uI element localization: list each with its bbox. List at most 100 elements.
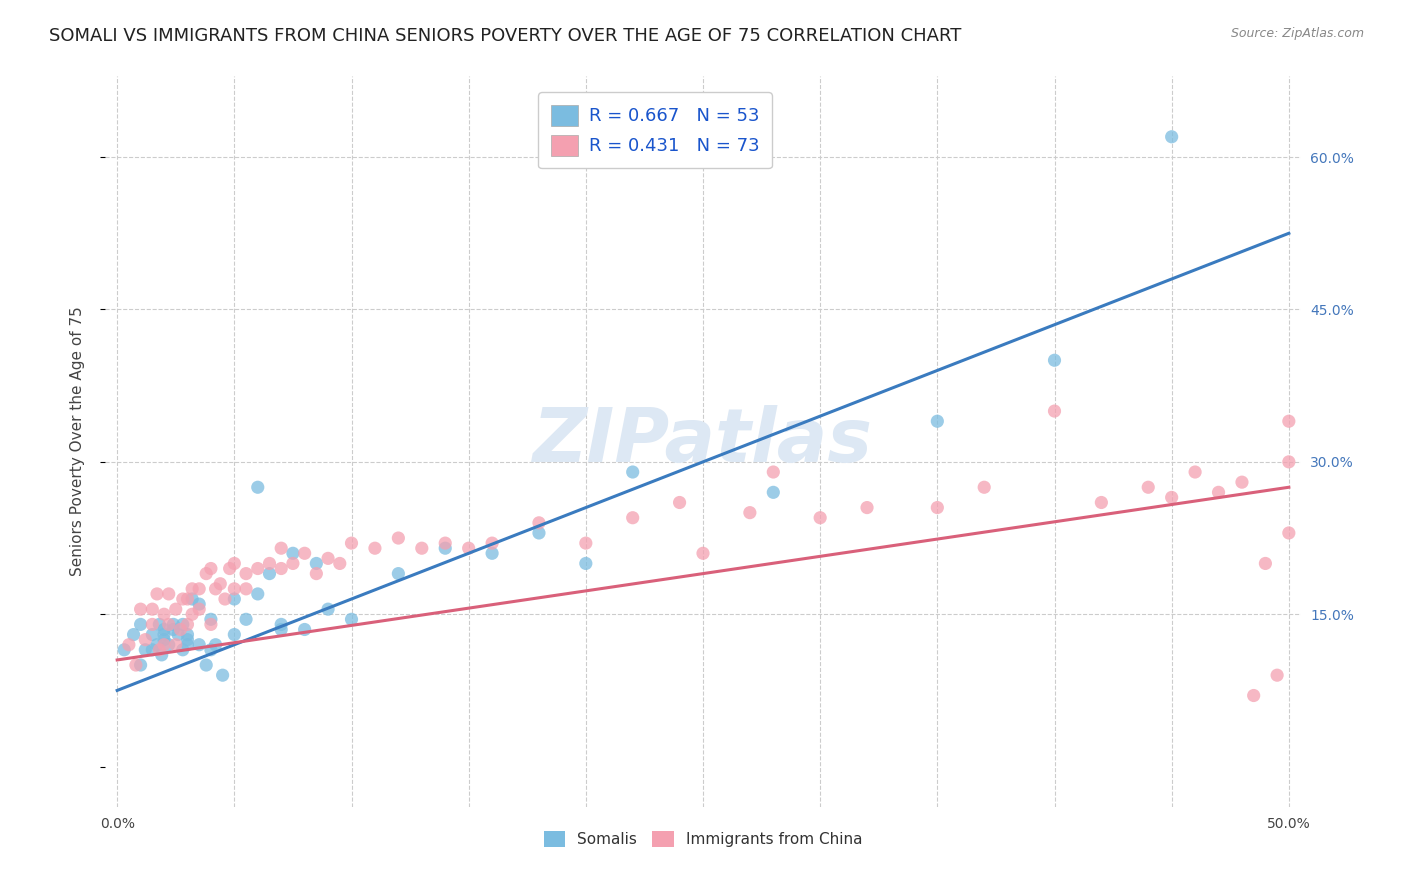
Text: ZIPatlas: ZIPatlas [533,405,873,478]
Point [118,638,141,652]
Point [188,638,211,652]
Point [1278,526,1301,541]
Point [122,627,145,641]
Point [125,658,148,673]
Point [1137,480,1160,494]
Point [927,414,949,428]
Point [692,546,714,560]
Y-axis label: Seniors Poverty Over the Age of 75: Seniors Poverty Over the Age of 75 [70,307,84,576]
Point [340,612,363,626]
Point [259,557,281,571]
Point [209,576,232,591]
Point [150,648,173,662]
Point [141,627,163,641]
Point [1043,353,1066,368]
Point [129,602,152,616]
Point [1278,414,1301,428]
Point [167,627,190,641]
Point [270,617,292,632]
Point [434,541,457,556]
Point [146,638,169,652]
Point [134,632,156,647]
Text: Source: ZipAtlas.com: Source: ZipAtlas.com [1230,27,1364,40]
Point [148,617,170,632]
Point [329,557,352,571]
Point [1278,455,1301,469]
Point [340,536,363,550]
Point [176,617,198,632]
Point [1090,495,1112,509]
Point [141,642,163,657]
Point [165,602,187,616]
Point [146,587,169,601]
Point [211,668,233,682]
Point [157,587,180,601]
Point [148,642,170,657]
Point [134,642,156,657]
Point [927,500,949,515]
Point [224,627,246,641]
Point [224,592,246,607]
Point [527,516,550,530]
Point [235,566,257,581]
Point [294,623,316,637]
Point [218,561,240,575]
Point [281,546,304,560]
Point [246,561,269,575]
Point [575,536,598,550]
Point [157,617,180,632]
Point [281,557,304,571]
Point [112,642,135,657]
Point [204,638,226,652]
Point [1254,557,1277,571]
Point [172,592,194,607]
Point [224,582,246,596]
Point [270,541,292,556]
Point [169,623,191,637]
Point [762,465,785,479]
Point [316,602,339,616]
Point [434,536,457,550]
Point [129,658,152,673]
Point [200,617,222,632]
Point [364,541,387,556]
Point [575,557,598,571]
Point [204,582,226,596]
Point [214,592,236,607]
Point [195,566,218,581]
Point [305,566,328,581]
Point [856,500,879,515]
Point [621,465,644,479]
Point [153,623,176,637]
Point [176,638,198,652]
Point [1160,491,1182,505]
Point [176,592,198,607]
Point [762,485,785,500]
Point [188,582,211,596]
Point [1184,465,1206,479]
Point [157,638,180,652]
Point [153,638,176,652]
Point [411,541,433,556]
Point [162,623,184,637]
Point [316,551,339,566]
Point [481,546,503,560]
Point [457,541,479,556]
Point [153,627,176,641]
Point [181,607,204,622]
Point [200,561,222,575]
Point [387,566,409,581]
Point [195,658,218,673]
Point [305,557,328,571]
Point [153,607,176,622]
Point [153,632,176,647]
Point [246,480,269,494]
Point [1230,475,1253,490]
Point [1243,689,1265,703]
Point [141,617,163,632]
Point [165,638,187,652]
Point [1265,668,1288,682]
Point [188,602,211,616]
Point [270,623,292,637]
Point [162,617,184,632]
